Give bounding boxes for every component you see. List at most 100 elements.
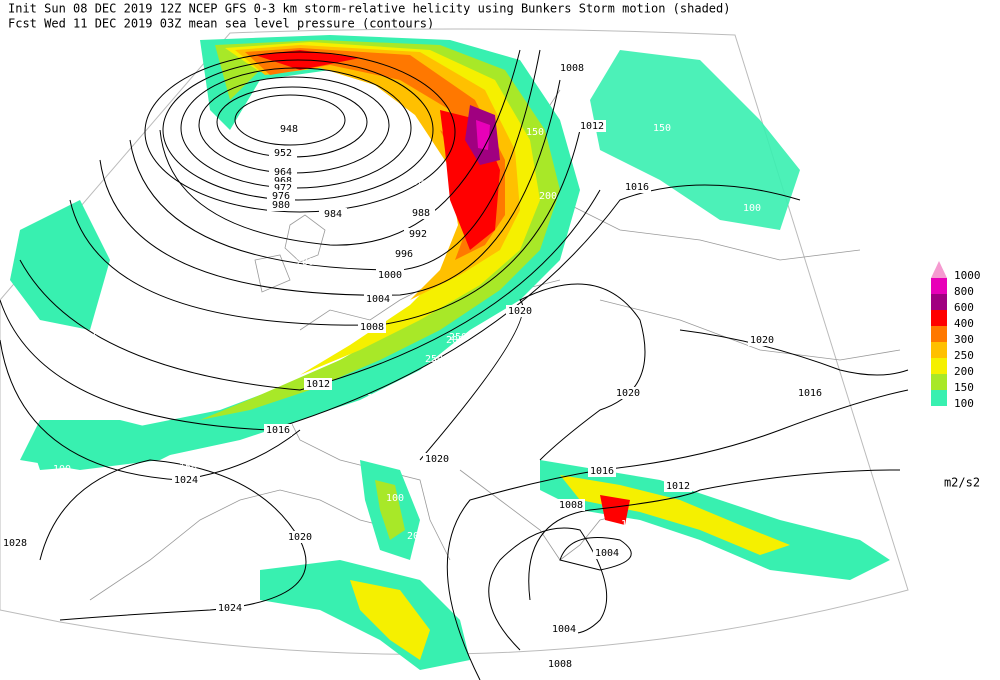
isobar-label-bg (267, 199, 295, 211)
shading-label: 100 (533, 574, 551, 585)
shading-label: 200 (446, 335, 464, 346)
legend-swatch (931, 374, 947, 390)
shading-label: 150 (653, 123, 671, 134)
isobar-label: 1012 (306, 379, 330, 390)
isobar-label: 1004 (595, 548, 619, 559)
legend-swatch (931, 342, 947, 358)
shading-label: 100 (91, 328, 109, 339)
isobar-label-bg (588, 465, 616, 477)
isobar-label-bg (216, 602, 244, 614)
isobar-label-bg (578, 120, 606, 132)
isobar-label-bg (796, 387, 824, 399)
shading-label: 100 (641, 42, 659, 53)
isobar-label-bg (558, 62, 586, 74)
isobar-label: 1020 (750, 335, 774, 346)
isobar-label-bg (269, 147, 297, 159)
shading-label: 250 (406, 177, 424, 188)
legend-swatch (931, 294, 947, 310)
isobar-label: 1020 (425, 454, 449, 465)
isobar-label: 1004 (552, 624, 576, 635)
legend-swatch (931, 358, 947, 374)
isobar-label: 1012 (580, 121, 604, 132)
isobar-label: 972 (274, 183, 292, 194)
isobar-label: 996 (395, 249, 413, 260)
isobar-label-bg (1, 537, 29, 549)
isobar-label: 968 (274, 176, 292, 187)
shading-label: 100 (251, 293, 269, 304)
isobar-label: 1004 (366, 294, 390, 305)
isobar-label: 992 (409, 229, 427, 240)
isobar-label: 980 (272, 200, 290, 211)
isobar-label: 1020 (508, 306, 532, 317)
isobar-label-bg (593, 547, 621, 559)
isobar-label-bg (264, 424, 292, 436)
isobar-label-bg (390, 248, 418, 260)
isobar-label: 1008 (560, 63, 584, 74)
isobar-label-bg (748, 334, 776, 346)
legend-label: 600 (954, 301, 974, 314)
isobar-label: 1008 (548, 659, 572, 670)
isobar-label: 984 (324, 209, 342, 220)
isobar-label: 1016 (266, 425, 290, 436)
isobar-label-bg (407, 207, 435, 219)
shading-label: 100 (53, 464, 71, 475)
isobar-label: 1008 (360, 322, 384, 333)
isobar-label: 1016 (625, 182, 649, 193)
shading-label: 100 (636, 241, 654, 252)
isobar-label-bg (614, 387, 642, 399)
isobar-label-bg (376, 269, 404, 281)
isobar-label-bg (275, 123, 303, 135)
isobar-label: 1024 (174, 475, 198, 486)
shading-label: 150 (179, 462, 197, 473)
legend-label: 300 (954, 333, 974, 346)
isobar-label-bg (172, 474, 200, 486)
legend-triangle (931, 261, 947, 278)
isobar-label-bg (286, 531, 314, 543)
isobar-label-bg (557, 499, 585, 511)
isobar-label-bg (550, 623, 578, 635)
legend-label: 800 (954, 285, 974, 298)
isobar-label: 948 (280, 124, 298, 135)
legend-swatch (931, 390, 947, 406)
shading-label: 250 (425, 354, 443, 365)
isobar-label: 1020 (616, 388, 640, 399)
isobar-label: 1016 (590, 466, 614, 477)
isobar-label-bg (623, 181, 651, 193)
isobar-label: 1012 (666, 481, 690, 492)
legend-label: 150 (954, 381, 974, 394)
shading-label: 100 (801, 600, 819, 611)
isobar-label-bg (506, 305, 534, 317)
shading-label: 150 (367, 393, 385, 404)
isobar-label-bg (319, 208, 347, 220)
legend-label: 1000 (954, 269, 981, 282)
isobar-label-bg (664, 480, 692, 492)
isobar-label: 1028 (3, 538, 27, 549)
legend-label: 100 (954, 397, 974, 410)
shading-label: 200 (539, 191, 557, 202)
legend-label: 250 (954, 349, 974, 362)
shading-label: 200 (296, 257, 314, 268)
header-line2: Fcst Wed 11 DEC 2019 03Z mean sea level … (8, 17, 434, 31)
shading-label: 150 (621, 519, 639, 530)
isobar-label-bg (364, 293, 392, 305)
isobar-label: 952 (274, 148, 292, 159)
isobar-label-bg (423, 453, 451, 465)
isobar-label-bg (358, 321, 386, 333)
shading-label: 100 (313, 462, 331, 473)
shading-label: 250 (449, 332, 467, 343)
shading-label: 200 (407, 531, 425, 542)
legend-label: 200 (954, 365, 974, 378)
legend-swatch (931, 326, 947, 342)
legend-swatch (931, 310, 947, 326)
shading-label: 150 (469, 420, 487, 431)
isobar-label: 1008 (559, 500, 583, 511)
isobar-label-bg (304, 378, 332, 390)
isobar-label: 1024 (218, 603, 242, 614)
legend-swatch (931, 278, 947, 294)
legend-units: m2/s2 (944, 476, 980, 490)
isobar-label: 976 (272, 191, 290, 202)
shading-label: 150 (526, 127, 544, 138)
isobar-label: 1020 (288, 532, 312, 543)
header-line1: Init Sun 08 DEC 2019 12Z NCEP GFS 0-3 km… (8, 2, 730, 16)
